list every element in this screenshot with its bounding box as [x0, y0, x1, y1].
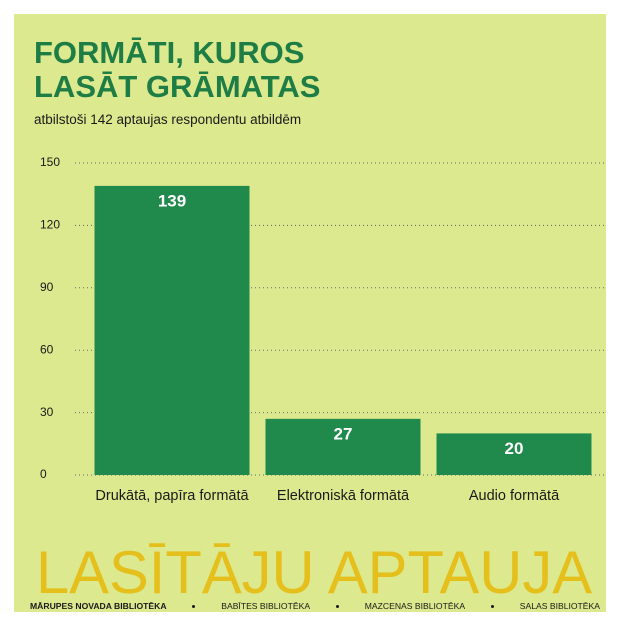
bar — [95, 186, 250, 475]
banner-title: LASĪTĀJU APTAUJA — [36, 539, 592, 606]
y-tick-label: 90 — [40, 280, 54, 294]
library-name: MĀRUPES NOVADA BIBLIOTĒKA — [30, 601, 167, 611]
library-name: SALAS BIBLIOTĒKA — [520, 601, 600, 611]
library-name: MAZCENAS BIBLIOTĒKA — [365, 601, 465, 611]
value-label: 27 — [334, 424, 353, 443]
separator-dot — [491, 605, 494, 608]
footer: MĀRUPES NOVADA BIBLIOTĒKA BABĪTES BIBLIOT… — [30, 601, 600, 611]
separator-dot — [192, 605, 195, 608]
separator-dot — [336, 605, 339, 608]
infographic: 0 30 60 90 120 150 139 27 20 LASĪTĀJU APTAUJA FOR… — [0, 0, 619, 627]
y-tick-label: 30 — [40, 405, 54, 419]
chart-title: FORMĀTI, KUROS LASĀT GRĀMATAS — [34, 36, 354, 104]
chart-subtitle: atbilstoši 142 aptaujas respondentu atbi… — [34, 112, 301, 127]
y-tick-label: 0 — [40, 467, 47, 481]
library-name: BABĪTES BIBLIOTĒKA — [221, 601, 310, 611]
value-label: 139 — [158, 191, 186, 210]
x-tick-label: Elektroniskā formātā — [258, 487, 428, 505]
value-label: 20 — [505, 439, 524, 458]
y-tick-label: 120 — [40, 218, 60, 232]
x-tick-label: Audio formātā — [429, 487, 599, 505]
x-tick-label: Drukātā, papīra formātā — [87, 487, 257, 505]
y-tick-label: 150 — [40, 155, 60, 169]
y-tick-label: 60 — [40, 342, 54, 356]
